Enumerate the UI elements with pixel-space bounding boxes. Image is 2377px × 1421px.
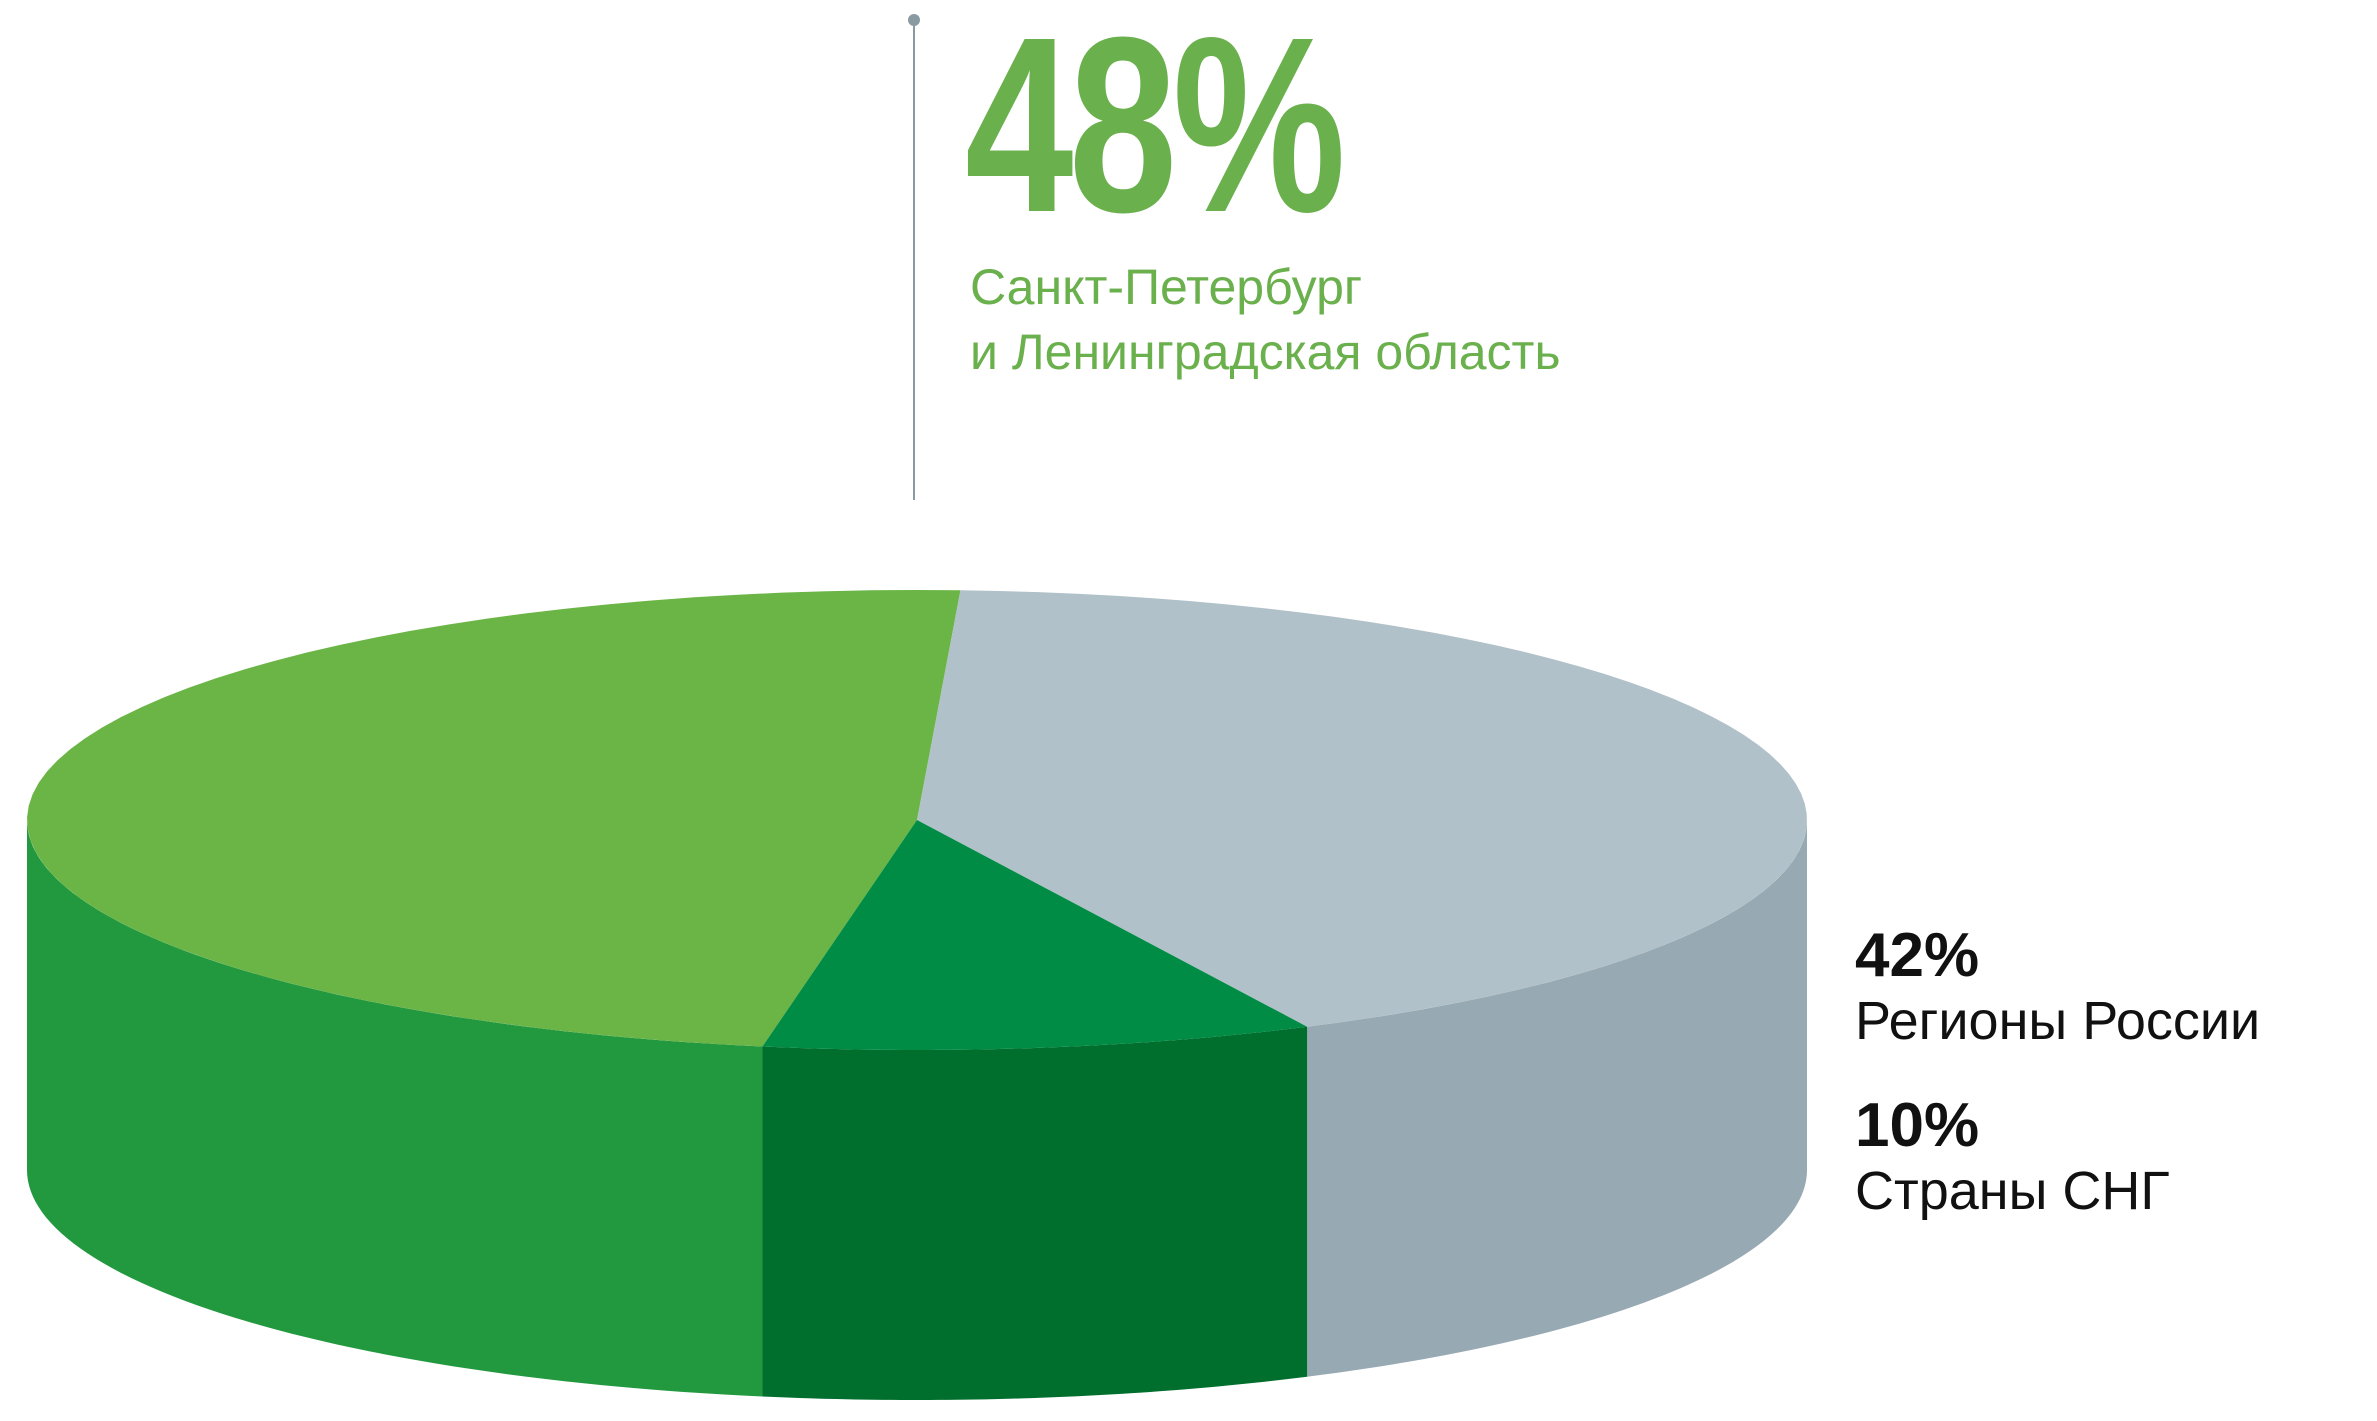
pointer-dot: [908, 14, 920, 26]
percent-label: 42%: [1855, 920, 1979, 991]
category-label: Регионы России: [1855, 990, 2260, 1052]
main-category: Санкт-Петербург и Ленинградская область: [970, 255, 1561, 385]
page: 48% Санкт-Петербург и Ленинградская обла…: [0, 0, 2377, 1421]
category-label: Страны СНГ: [1855, 1160, 2170, 1222]
pie: [27, 590, 1807, 1400]
percent-label: 10%: [1855, 1090, 1979, 1161]
pie-side: [762, 1027, 1307, 1400]
main-percent: 48%: [965, 0, 1341, 250]
